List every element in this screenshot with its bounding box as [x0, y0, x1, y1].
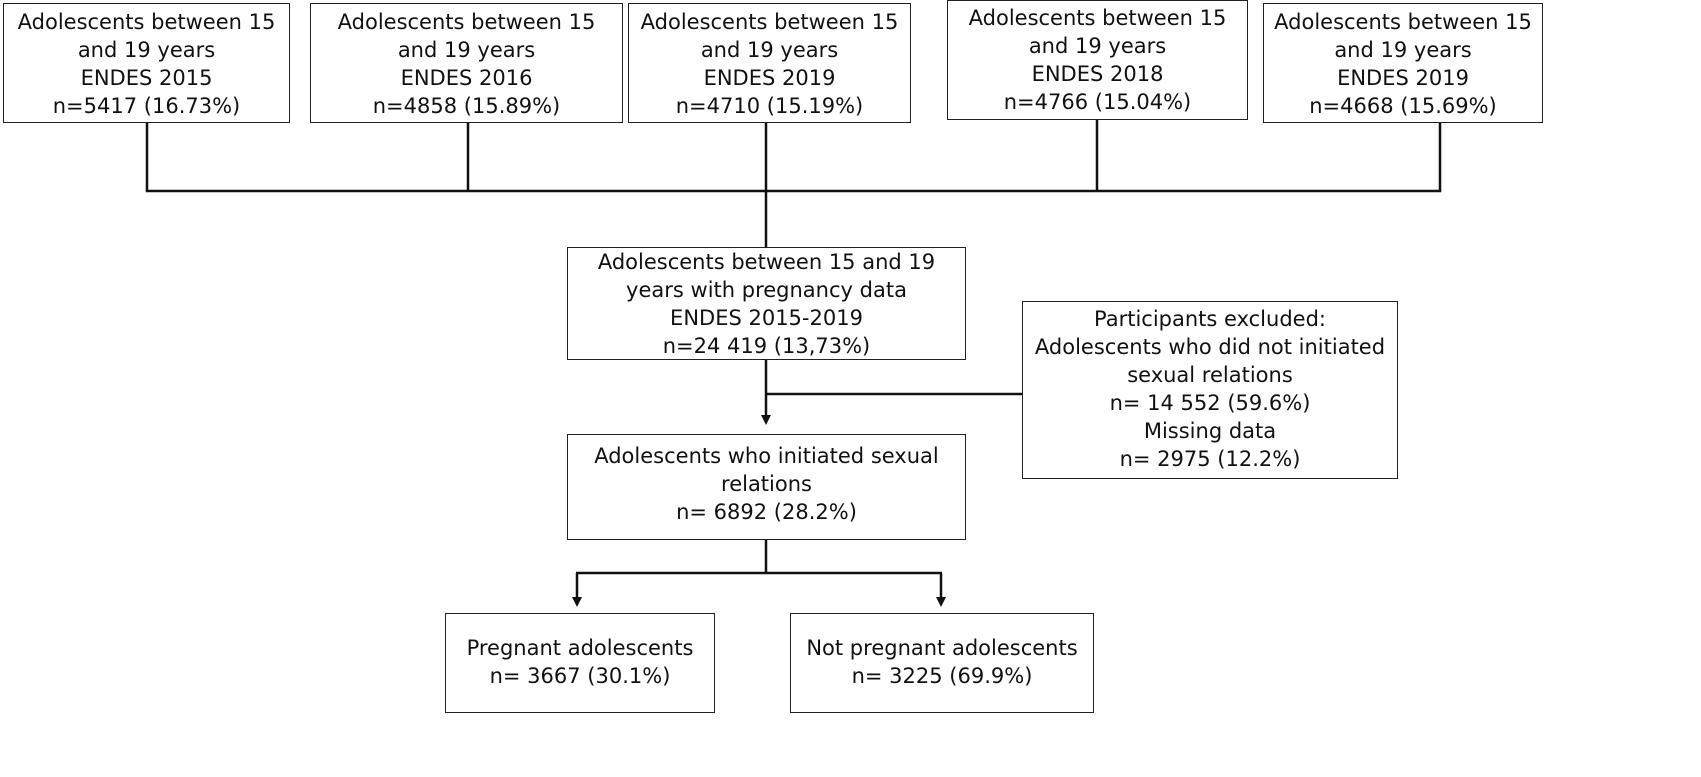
pooled-line: n=24 419 (13,73%): [662, 334, 871, 358]
cohort-line: and 19 years: [1028, 34, 1167, 58]
cohort-line: ENDES 2019: [703, 66, 836, 90]
cohort-line: and 19 years: [700, 38, 839, 62]
pooled-line: Adolescents between 15 and 19: [597, 250, 936, 274]
cohort-line: and 19 years: [77, 38, 216, 62]
cohort-line: and 19 years: [1334, 38, 1472, 62]
cohort-box-endes-2016: Adolescents between 15 and 19 years ENDE…: [310, 3, 623, 123]
pregnant-line: n= 3667 (30.1%): [489, 664, 671, 688]
pooled-box: Adolescents between 15 and 19 years with…: [567, 247, 966, 360]
cohort-line: ENDES 2018: [1031, 62, 1164, 86]
excluded-line: Participants excluded:: [1094, 307, 1326, 331]
cohort-line: Adolescents between 15: [337, 10, 596, 34]
cohort-line: Adolescents between 15: [640, 10, 899, 34]
cohort-box-endes-2019-b: Adolescents between 15 and 19 years ENDE…: [1263, 3, 1543, 123]
pregnant-box: Pregnant adolescents n= 3667 (30.1%): [445, 613, 715, 713]
not-pregnant-line: Not pregnant adolescents: [806, 636, 1078, 660]
cohort-box-endes-2019-a: Adolescents between 15 and 19 years ENDE…: [628, 3, 911, 123]
pregnant-line: Pregnant adolescents: [466, 636, 694, 660]
cohort-line: ENDES 2016: [400, 66, 533, 90]
excluded-line: Adolescents who did not initiated: [1034, 335, 1386, 359]
cohort-box-endes-2015: Adolescents between 15 and 19 years ENDE…: [3, 3, 290, 123]
excluded-line: Missing data: [1143, 419, 1277, 443]
cohort-line: Adolescents between 15: [17, 10, 276, 34]
cohort-line: Adolescents between 15: [1274, 10, 1532, 34]
cohort-line: n=4668 (15.69%): [1309, 94, 1497, 118]
cohort-line: n=5417 (16.73%): [52, 94, 241, 118]
initiated-line: n= 6892 (28.2%): [676, 500, 857, 524]
cohort-line: n=4858 (15.89%): [372, 94, 561, 118]
cohort-line: n=4766 (15.04%): [1003, 90, 1192, 114]
excluded-box: Participants excluded: Adolescents who d…: [1022, 301, 1398, 479]
cohort-line: and 19 years: [397, 38, 536, 62]
initiated-line: relations: [721, 472, 812, 496]
excluded-line: n= 2975 (12.2%): [1119, 447, 1301, 471]
excluded-line: sexual relations: [1127, 363, 1293, 387]
cohort-line: Adolescents between 15: [968, 6, 1227, 30]
pooled-line: ENDES 2015-2019: [670, 306, 863, 330]
initiated-box: Adolescents who initiated sexual relatio…: [567, 434, 966, 540]
not-pregnant-line: n= 3225 (69.9%): [851, 664, 1033, 688]
pooled-line: years with pregnancy data: [626, 278, 907, 302]
cohort-box-endes-2018: Adolescents between 15 and 19 years ENDE…: [947, 0, 1248, 120]
initiated-line: Adolescents who initiated sexual: [594, 444, 939, 468]
not-pregnant-box: Not pregnant adolescents n= 3225 (69.9%): [790, 613, 1094, 713]
excluded-line: n= 14 552 (59.6%): [1109, 391, 1311, 415]
cohort-line: ENDES 2015: [80, 66, 213, 90]
cohort-line: ENDES 2019: [1337, 66, 1469, 90]
cohort-line: n=4710 (15.19%): [675, 94, 864, 118]
